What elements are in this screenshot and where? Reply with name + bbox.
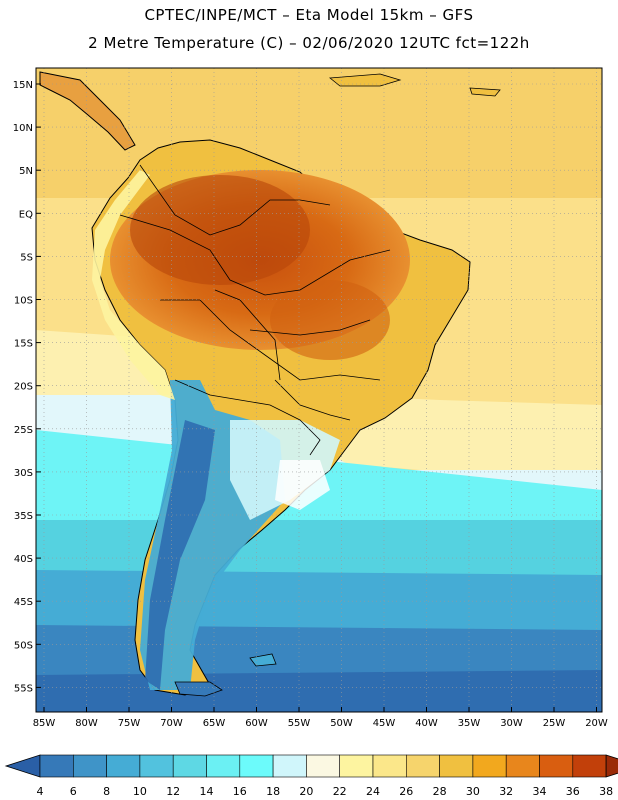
colorbar-swatch bbox=[39, 754, 74, 778]
lat-label: 25S bbox=[14, 425, 33, 436]
lat-label: 50S bbox=[14, 640, 33, 651]
colorbar-tick-label: 38 bbox=[599, 785, 613, 798]
colorbar-swatch bbox=[106, 754, 141, 778]
colorbar-swatch bbox=[139, 754, 174, 778]
map-frame bbox=[35, 67, 603, 713]
lon-label: 40W bbox=[415, 718, 438, 729]
colorbar-swatch bbox=[439, 754, 474, 778]
colorbar-tick-label: 16 bbox=[233, 785, 247, 798]
lon-label: 30W bbox=[500, 718, 523, 729]
colorbar-tick-label: 36 bbox=[566, 785, 580, 798]
colorbar-tick-label: 12 bbox=[166, 785, 180, 798]
colorbar-tick-label: 34 bbox=[533, 785, 547, 798]
lon-label: 65W bbox=[203, 718, 226, 729]
colorbar-tick-label: 26 bbox=[399, 785, 413, 798]
colorbar-tick-label: 24 bbox=[366, 785, 380, 798]
colorbar-swatch bbox=[306, 754, 340, 778]
lon-label: 55W bbox=[288, 718, 311, 729]
lon-label: 70W bbox=[160, 718, 183, 729]
lat-label: 30S bbox=[14, 468, 33, 479]
colorbar-swatch bbox=[172, 754, 207, 778]
lon-label: 20W bbox=[585, 718, 608, 729]
lat-label: 5S bbox=[20, 252, 33, 263]
lat-label: 15S bbox=[14, 339, 33, 350]
colorbar-max-arrow bbox=[605, 754, 618, 778]
lat-label: 20S bbox=[14, 382, 33, 393]
lon-label: 50W bbox=[330, 718, 353, 729]
colorbar-swatch bbox=[505, 754, 540, 778]
lon-label: 25W bbox=[543, 718, 566, 729]
latitude-axis: 15N 10N 5N EQ 5S 10S 15S 20S 25S 30S 35S 40S 45S 50S 5… bbox=[13, 80, 41, 694]
central-america-land bbox=[39, 71, 136, 151]
longitude-axis: 85W 80W 75W 70W 65W 60W 55W 50W 45W 40W 35W 30W 25W 2… bbox=[33, 707, 608, 729]
lon-label: 80W bbox=[75, 718, 98, 729]
colorbar-swatch bbox=[272, 754, 307, 778]
colorbar-tick-label: 22 bbox=[333, 785, 347, 798]
colorbar-tick-label: 20 bbox=[299, 785, 313, 798]
colorbar-tick-label: 14 bbox=[200, 785, 214, 798]
colorbar-swatch bbox=[405, 754, 440, 778]
lon-label: 85W bbox=[33, 718, 56, 729]
lat-label: 35S bbox=[14, 511, 33, 522]
map-title: CPTEC/INPE/MCT – Eta Model 15km – GFS bbox=[144, 6, 474, 24]
lon-label: 35W bbox=[458, 718, 481, 729]
map-subtitle: 2 Metre Temperature (C) – 02/06/2020 12U… bbox=[88, 34, 530, 52]
colorbar-tick-label: 32 bbox=[499, 785, 513, 798]
colorbar-swatch bbox=[572, 754, 607, 778]
lat-label: EQ bbox=[19, 209, 33, 220]
colorbar-swatch bbox=[472, 754, 507, 778]
colorbar-tick-label: 30 bbox=[466, 785, 480, 798]
lat-label: 15N bbox=[13, 80, 33, 91]
coordinate-grid bbox=[36, 68, 602, 712]
colorbar-min-arrow bbox=[4, 754, 41, 778]
colorbar-tick-label: 4 bbox=[37, 785, 44, 798]
colorbar-swatch bbox=[73, 754, 107, 778]
lat-label: 55S bbox=[14, 683, 33, 694]
colorbar-swatch bbox=[206, 754, 241, 778]
colorbar-swatch bbox=[239, 754, 274, 778]
lat-label: 40S bbox=[14, 554, 33, 565]
lat-label: 5N bbox=[19, 166, 33, 177]
colorbar-swatch bbox=[372, 754, 407, 778]
map-field bbox=[36, 68, 602, 712]
lon-label: 45W bbox=[373, 718, 396, 729]
lat-label: 10N bbox=[13, 123, 33, 134]
lat-label: 10S bbox=[14, 296, 33, 307]
lon-label: 60W bbox=[245, 718, 268, 729]
colorbar-tick-label: 28 bbox=[433, 785, 447, 798]
colorbar-tick-label: 8 bbox=[103, 785, 110, 798]
colorbar-swatch bbox=[539, 754, 574, 778]
colorbar: 4 6 8 10 12 14 16 18 20 22 24 26 28 30 32 34 36 38 bbox=[4, 754, 618, 798]
colorbar-tick-label: 10 bbox=[133, 785, 147, 798]
lat-label: 45S bbox=[14, 597, 33, 608]
lon-label: 75W bbox=[118, 718, 141, 729]
colorbar-tick-label: 18 bbox=[266, 785, 280, 798]
colorbar-tick-label: 6 bbox=[70, 785, 77, 798]
colorbar-swatch bbox=[339, 754, 374, 778]
